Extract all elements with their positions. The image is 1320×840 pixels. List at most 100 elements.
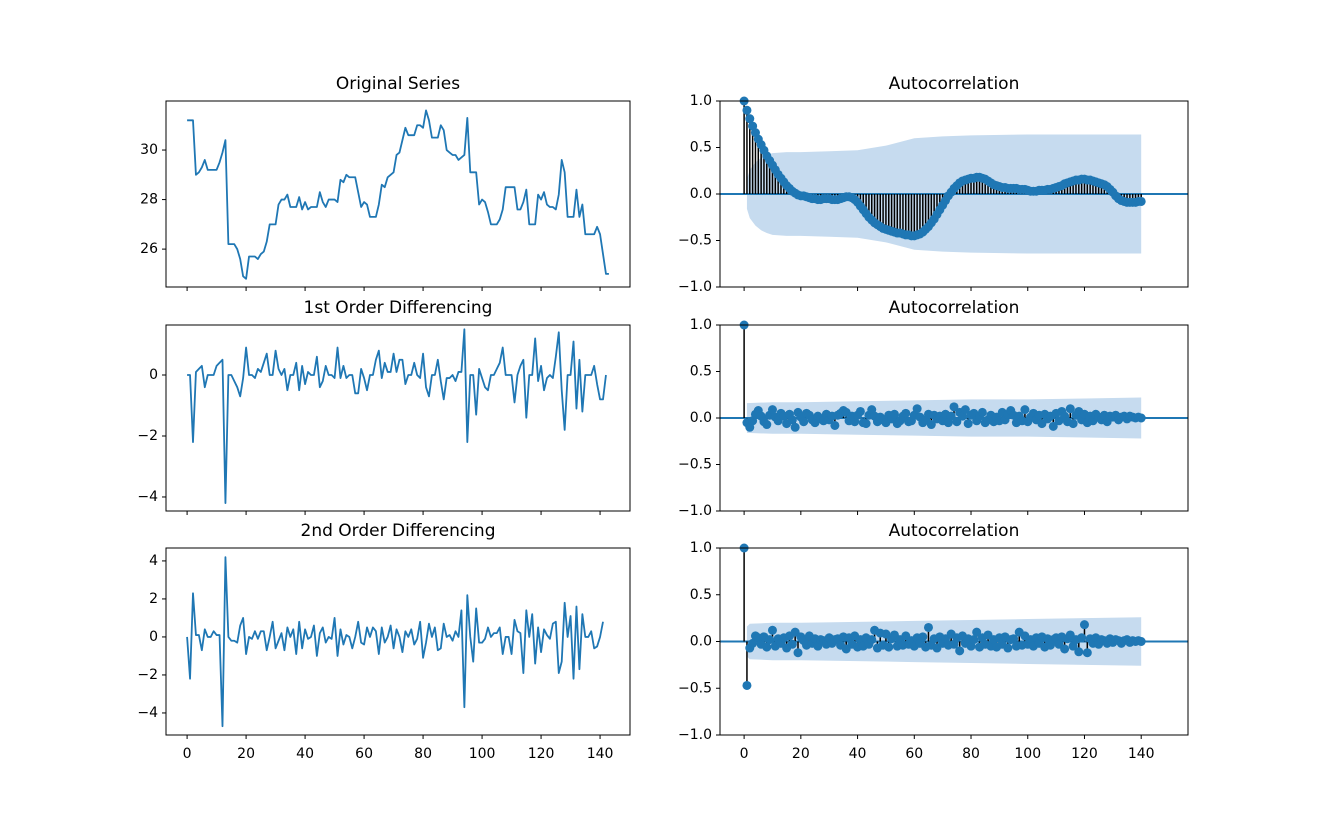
acf-marker: [790, 422, 800, 432]
acf-marker: [901, 408, 911, 418]
y-tick-label: −1.0: [678, 503, 712, 519]
y-tick-label: 0.0: [690, 186, 712, 202]
y-tick-label: −0.5: [678, 233, 712, 249]
acf-marker: [767, 405, 777, 415]
x-tick-label: 60: [905, 746, 923, 762]
y-tick-label: 1.0: [690, 317, 712, 333]
x-tick-label: 140: [587, 746, 614, 762]
acf-marker: [963, 419, 973, 429]
acf-marker: [1060, 644, 1070, 654]
acf-marker: [855, 406, 865, 416]
acf-marker: [1048, 421, 1058, 431]
subplot: Original Series 26 28 30: [140, 74, 631, 291]
acf-marker: [1077, 633, 1087, 643]
axes-frame: [165, 324, 631, 512]
acf-marker: [969, 635, 979, 645]
y-tick-label: −2: [137, 667, 158, 683]
acf-marker: [765, 635, 775, 645]
subplot-title: Autocorrelation: [889, 74, 1020, 94]
acf-marker: [960, 405, 970, 415]
acf-marker: [748, 638, 758, 648]
acf-marker: [861, 419, 871, 429]
y-tick-label: 0: [149, 367, 158, 383]
acf-marker: [1136, 637, 1146, 646]
acf-marker: [830, 420, 840, 430]
acf-marker: [952, 417, 962, 427]
acf-marker: [955, 646, 965, 656]
acf-marker: [1079, 620, 1089, 630]
acf-marker: [918, 632, 928, 642]
y-tick-label: 26: [140, 241, 158, 257]
x-tick-label: 40: [296, 746, 314, 762]
axes-frame: [719, 324, 1189, 512]
acf-marker: [923, 622, 933, 632]
acf-marker: [767, 625, 777, 635]
acf-marker: [926, 420, 936, 430]
x-tick-label: 40: [849, 746, 867, 762]
y-tick-label: 30: [140, 142, 158, 158]
y-tick-label: 0: [149, 629, 158, 645]
x-tick-label: 80: [962, 746, 980, 762]
x-tick-label: 100: [1014, 746, 1041, 762]
x-tick-label: 120: [528, 746, 555, 762]
y-tick-label: 0.0: [690, 410, 712, 426]
y-tick-label: −0.5: [678, 680, 712, 696]
x-tick-label: 100: [469, 746, 496, 762]
acf-marker: [1082, 648, 1092, 658]
x-tick-label: 0: [183, 746, 192, 762]
x-tick-label: 20: [792, 746, 810, 762]
series-line: [187, 328, 607, 504]
acf-marker: [889, 409, 899, 419]
subplot: 1st Order Differencing −4 −2 0: [137, 298, 631, 515]
acf-marker: [762, 642, 772, 652]
acf-marker: [787, 415, 797, 425]
y-tick-label: 0.5: [690, 587, 712, 603]
acf-marker: [1136, 413, 1146, 423]
acf-marker: [1009, 634, 1019, 644]
axes-frame: [165, 100, 631, 288]
y-tick-label: −2: [137, 428, 158, 444]
y-tick-label: 2: [149, 591, 158, 607]
y-tick-label: −0.5: [678, 457, 712, 473]
acf-marker: [867, 635, 877, 645]
acf-marker: [946, 411, 956, 421]
subplot: Autocorrelation −1.0 −0.5 0.0 0.5 1.0: [678, 298, 1189, 519]
x-tick-label: 120: [1071, 746, 1098, 762]
x-tick-label: 80: [414, 746, 432, 762]
y-tick-label: −1.0: [678, 727, 712, 743]
subplot-title: Original Series: [336, 74, 460, 94]
y-tick-label: 0.5: [690, 364, 712, 380]
acf-marker: [1065, 404, 1075, 414]
subplot: Autocorrelation −1.0 −0.5 0.0 0.5 1.0: [678, 74, 1189, 295]
acf-marker: [762, 420, 772, 430]
y-tick-label: −1.0: [678, 279, 712, 295]
subplot-title: Autocorrelation: [889, 298, 1020, 318]
x-tick-label: 0: [740, 746, 749, 762]
y-tick-label: 0.5: [690, 140, 712, 156]
acf-marker: [1136, 196, 1146, 206]
y-tick-label: −4: [137, 705, 158, 721]
subplot: Autocorrelation −1.0 −0.5 0.0 0.5 1.0 0 20 40 60 8…: [678, 521, 1189, 762]
acf-marker: [972, 627, 982, 637]
acf-marker: [912, 404, 922, 414]
x-tick-label: 140: [1128, 746, 1155, 762]
acf-marker: [799, 417, 809, 427]
subplot-title: 1st Order Differencing: [304, 298, 493, 318]
acf-marker: [1003, 643, 1013, 653]
x-tick-label: 20: [237, 746, 255, 762]
axes-frame: [165, 547, 631, 736]
acf-marker: [793, 648, 803, 658]
y-tick-label: 4: [149, 553, 158, 569]
subplot-title: Autocorrelation: [889, 521, 1020, 541]
y-tick-label: 1.0: [690, 93, 712, 109]
acf-marker: [1020, 405, 1030, 415]
acf-marker: [742, 680, 752, 690]
axes-frame: [719, 100, 1189, 288]
acf-marker: [884, 642, 894, 652]
series-line: [186, 556, 604, 728]
acf-marker: [742, 105, 752, 115]
acf-marker: [949, 402, 959, 412]
y-tick-label: 1.0: [690, 540, 712, 556]
